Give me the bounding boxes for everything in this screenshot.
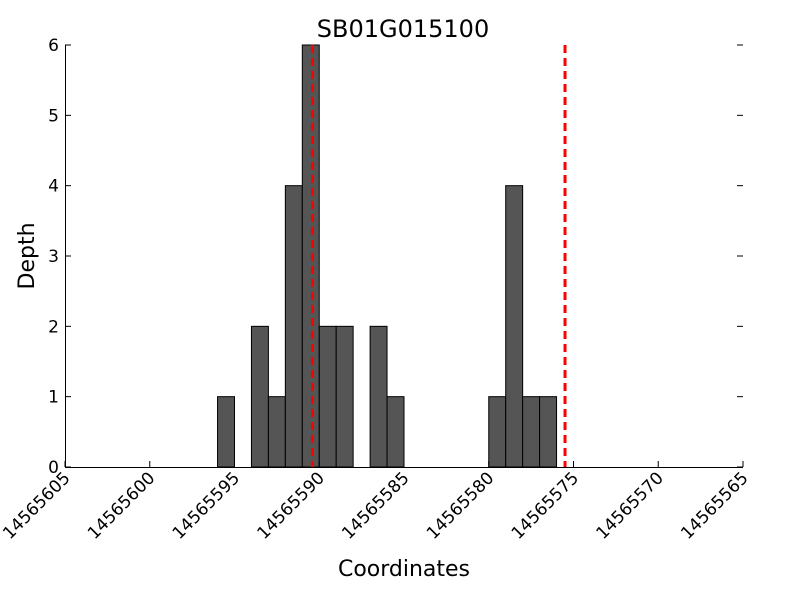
histogram-bar	[522, 396, 541, 468]
histogram-bar	[335, 325, 354, 468]
histogram-bar	[250, 325, 269, 468]
x-tick-label: 14565600	[84, 468, 159, 543]
y-tick-label: 1	[48, 388, 59, 408]
y-axis-label: Depth	[15, 222, 40, 289]
histogram-bar	[284, 185, 303, 468]
y-tick-label: 5	[48, 106, 59, 126]
y-tick-label: 3	[48, 247, 59, 267]
chart-title: SB01G015100	[317, 15, 489, 43]
histogram-bar	[217, 396, 236, 468]
bars-layer	[217, 44, 558, 468]
y-ticks-layer: 0 1 2 3 4 5 6	[48, 36, 743, 478]
x-tick-label: 14565605	[0, 468, 75, 543]
y-tick-label: 0	[48, 458, 59, 478]
reference-lines-layer	[310, 45, 567, 467]
x-tick-label: 14565570	[592, 468, 667, 543]
x-tick-label: 14565565	[677, 468, 752, 543]
x-tick-label: 14565580	[423, 468, 498, 543]
histogram-bar	[386, 396, 405, 468]
x-axis-label: Coordinates	[338, 557, 470, 582]
histogram-bar	[267, 396, 286, 468]
y-tick-label: 2	[48, 317, 59, 337]
x-tick-label: 14565585	[338, 468, 413, 543]
histogram-bar	[488, 396, 507, 468]
histogram-bar	[539, 396, 558, 468]
x-ticks-layer: 14565605 14565600 14565595 14565590 14565585…	[0, 461, 753, 544]
histogram-bar	[318, 325, 337, 468]
x-tick-label: 14565595	[169, 468, 244, 543]
histogram-bar	[301, 44, 320, 468]
y-tick-label: 4	[48, 177, 59, 197]
histogram-bar	[505, 185, 524, 468]
y-tick-label: 6	[48, 36, 59, 56]
x-tick-label: 14565590	[253, 468, 328, 543]
histogram-bar	[369, 325, 388, 468]
x-tick-label: 14565575	[508, 468, 583, 543]
